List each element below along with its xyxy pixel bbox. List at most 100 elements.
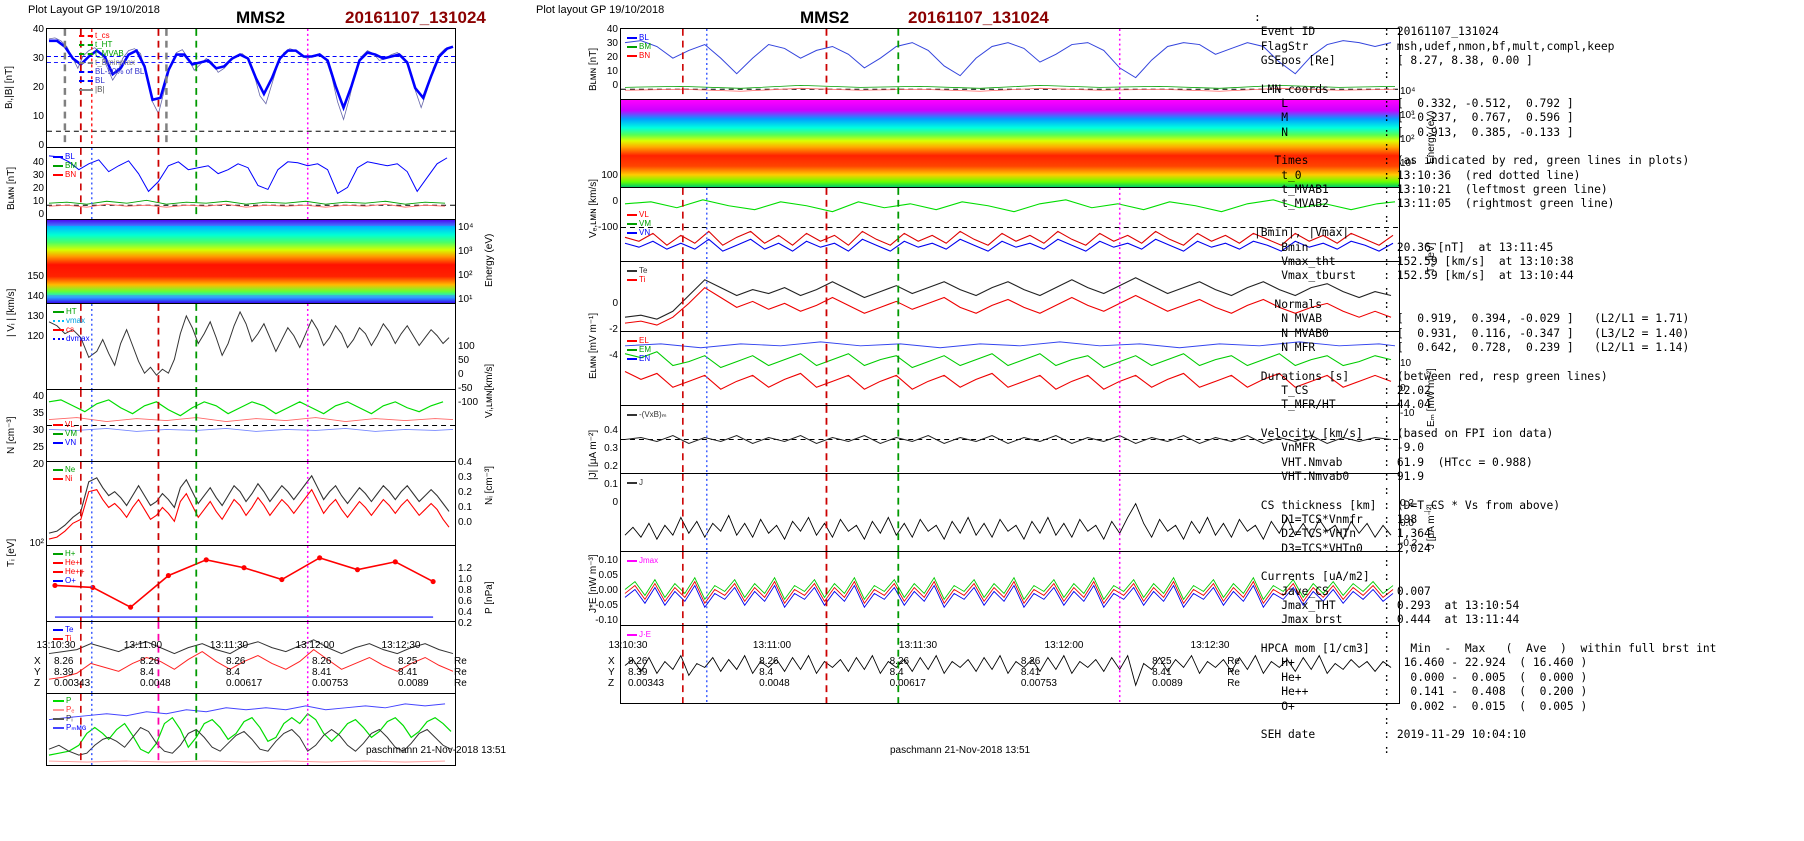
subplot-b-lmn[interactable]: BL BM BN	[46, 148, 456, 220]
xtick: 13:11:00	[123, 640, 163, 651]
coord-label: X	[34, 656, 41, 667]
ytick-right: 100	[458, 341, 475, 352]
coord-value: 8.26	[54, 656, 74, 667]
subplot-b-magnitude[interactable]: t_cs t_HT t_MVAB t_Bminmax BL-50% of BL …	[46, 28, 456, 148]
legend-label: VM	[65, 429, 77, 438]
coord-label: X	[608, 656, 615, 667]
subplot-mid-je[interactable]: J·E	[620, 626, 1400, 704]
legend-label: BM	[639, 42, 651, 51]
coord-label: Z	[34, 678, 41, 689]
xtick: 13:12:00	[1044, 640, 1084, 651]
ytick-right: 1.0	[458, 574, 472, 585]
ytick: 140	[27, 291, 44, 302]
legend-label: BL	[639, 33, 649, 42]
subplot-mid-ve-lmn[interactable]: VL VM VN	[620, 188, 1400, 262]
legend-label: BM	[65, 161, 77, 170]
ytick-right: 10⁴	[458, 222, 474, 233]
ytick-right: 0.2	[1400, 498, 1414, 509]
coord-value: 8.4	[140, 667, 154, 678]
subplot-temperature[interactable]: Te Ti	[46, 622, 456, 694]
table-row: Y 8.39 8.4 8.4 8.41 8.41 Re	[34, 667, 467, 678]
ytick-right: -10	[1400, 408, 1415, 419]
ytick-right: 0.0	[1400, 518, 1414, 529]
subplot-pressure[interactable]: P Pₑ Pᵢ Pₘᴍɢ	[46, 694, 456, 766]
ytick: 0.10	[598, 555, 618, 566]
legend-label: VN	[65, 438, 77, 447]
coord-value: 8.4	[226, 667, 240, 678]
ytick: 20	[606, 52, 618, 63]
coord-value: 8.41	[1020, 667, 1041, 678]
legend-label: He+	[65, 558, 80, 567]
subplot-mid-j-magnitude[interactable]: J	[620, 474, 1400, 552]
subplot-mid-te[interactable]: Te Ti	[620, 262, 1400, 332]
ytick-right: 10²	[1400, 134, 1415, 145]
coord-value: 8.4	[889, 667, 904, 678]
legend-label: t_cs	[95, 31, 110, 40]
subplot-vi-lmn[interactable]: VL VM VN	[46, 390, 456, 462]
table-row: X 8.26 8.26 8.26 8.26 8.25 Re	[608, 656, 1240, 667]
ytick-right: 0.1	[458, 502, 472, 513]
left-ylabel-vi: | Vᵢ | [km/s]	[6, 288, 17, 338]
subplot-vi-magnitude[interactable]: HT vmax cs dvmax	[46, 304, 456, 390]
subplot-mid-e-lmn[interactable]: EL EM EN	[620, 332, 1400, 406]
coord-value: 8.39	[54, 667, 74, 678]
ytick: 0	[612, 497, 618, 508]
subplot-mid-em[interactable]: -(VxB)ₘ	[620, 406, 1400, 474]
legend-label: Ti	[65, 634, 72, 643]
ytick: 40	[32, 391, 44, 402]
ytick: 0.1	[604, 479, 618, 490]
subplot-mid-b-lmn[interactable]: BL BM BN	[620, 28, 1400, 100]
ytick: 30	[606, 38, 618, 49]
coord-unit: Re	[1227, 667, 1240, 678]
ytick-right: 10¹	[458, 294, 473, 305]
coord-value: 8.41	[1152, 667, 1172, 678]
ytick: 0.2	[604, 461, 618, 472]
ytick: 30	[32, 53, 44, 64]
left-ylabel-blmn: Bʟᴍɴ [nT]	[6, 166, 17, 210]
subplot-density[interactable]: Ne Ni	[46, 462, 456, 546]
ytick: 30	[32, 425, 44, 436]
ytick: 100	[601, 170, 618, 181]
mid-coordinate-table: X 8.26 8.26 8.26 8.26 8.25 Re Y 8.39 8.4…	[608, 656, 1240, 689]
ytick: 20	[32, 183, 44, 194]
subplot-mid-j-lmn[interactable]: Jmax	[620, 552, 1400, 626]
left-plot-footer: paschmann 21-Nov-2018 13:51	[366, 745, 507, 756]
coord-value: 8.26	[1020, 656, 1041, 667]
event-info-block: : Event ID : 20161107_131024 FlagStr : m…	[1254, 11, 1717, 757]
ytick: 25	[32, 442, 44, 453]
coord-value: 0.00617	[226, 678, 263, 689]
legend-label: BL	[65, 152, 75, 161]
subplot-ion-species[interactable]: H+ He+ He++ O+	[46, 546, 456, 622]
coord-value: 0.0089	[398, 678, 429, 689]
legend-label: He++	[65, 567, 85, 576]
coord-value: 0.00753	[1020, 678, 1057, 689]
legend-label: BN	[65, 170, 77, 179]
middle-plot-panel: Plot layout GP 19/10/2018 MMS2 20161107_…	[536, 0, 1437, 841]
ytick-right: 0.2	[458, 487, 472, 498]
ytick-right: 10²	[458, 270, 473, 281]
ytick-right: -100	[458, 397, 479, 408]
legend-label: J·E	[639, 630, 651, 639]
ytick: 0	[612, 298, 618, 309]
legend-label: BL	[95, 76, 105, 85]
legend-label: BL-50% of BL	[95, 67, 145, 76]
legend-label: -(VxB)ₘ	[639, 410, 667, 419]
ytick: 10	[32, 111, 44, 122]
event-info-text: : Event ID : 20161107_131024 FlagStr : m…	[1254, 11, 1717, 756]
coord-unit: Re	[1227, 656, 1240, 667]
legend-label: BN	[639, 51, 651, 60]
legend-label: EM	[639, 345, 651, 354]
event-info-panel: : Event ID : 20161107_131024 FlagStr : m…	[1250, 0, 1804, 841]
left-ylabel-p: P [nPa]	[484, 581, 495, 614]
ytick-right: -50	[458, 383, 473, 394]
ytick-right: -0.2	[1400, 538, 1418, 549]
subplot-energy-spectrogram[interactable]	[46, 220, 456, 304]
coord-value: 0.00753	[312, 678, 349, 689]
left-ylabel-energy: Energy (eV)	[484, 233, 495, 287]
ytick-right: 10⁴	[1400, 86, 1416, 97]
xtick: 13:11:30	[209, 640, 249, 651]
xtick: 13:10:30	[608, 640, 648, 651]
ytick: 10	[606, 66, 618, 77]
legend-label: J	[639, 478, 643, 487]
subplot-mid-energy-spectrogram[interactable]	[620, 100, 1400, 188]
